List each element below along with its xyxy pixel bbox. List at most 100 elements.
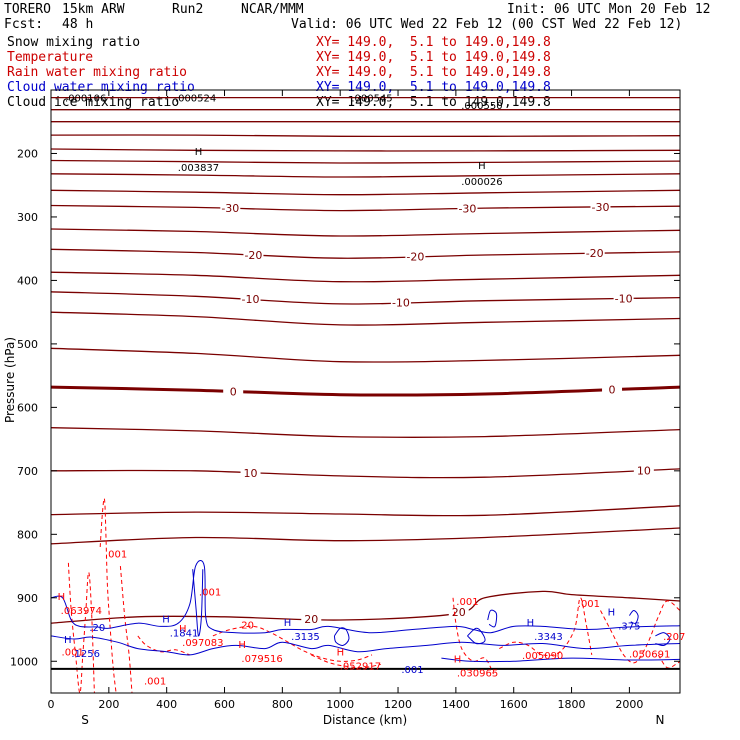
x-tick-label: 1400 xyxy=(442,698,470,711)
rain-water-contour xyxy=(499,597,593,657)
isotherm-label: -30 xyxy=(458,202,476,215)
isotherm-label: -10 xyxy=(392,297,410,310)
x-tick-label: 0 xyxy=(48,698,55,711)
plot-header: TORERO 15km ARW Run2 NCAR/MMM Init: 06 U… xyxy=(0,0,740,112)
rain-water-contour xyxy=(67,562,95,693)
init-time: Init: 06 UTC Mon 20 Feb 12 xyxy=(507,2,711,17)
rain-water-contour xyxy=(137,635,190,656)
isotherm-label-mask xyxy=(457,202,478,215)
temperature-isotherm xyxy=(51,347,680,363)
y-tick-label: 300 xyxy=(17,211,38,224)
rain-value-label: .001 xyxy=(144,676,166,687)
rain-maximum-marker: H xyxy=(337,648,345,659)
rain-water-contour xyxy=(600,600,680,664)
rain-value-label: .097083 xyxy=(182,638,223,649)
rain-water-contour xyxy=(99,498,117,693)
temperature-isotherm xyxy=(51,427,680,439)
maximum-label: .000550 xyxy=(461,101,502,112)
isotherm-label-mask xyxy=(590,200,611,213)
rain-water-contour xyxy=(311,654,381,669)
isotherm-label-mask xyxy=(602,383,623,396)
maximum-label: .000026 xyxy=(461,177,502,188)
x-tick-label: 2000 xyxy=(615,698,643,711)
legend-xy: XY= 149.0, 5.1 to 149.0,149.8 xyxy=(316,95,551,110)
model-center: NCAR/MMM xyxy=(241,2,304,17)
cloud-water-contour xyxy=(467,627,486,645)
rain-value-label: .207 xyxy=(663,632,685,643)
isotherm-label-mask xyxy=(240,293,261,306)
cloud-maximum-marker: H xyxy=(64,635,72,646)
rain-water-contour xyxy=(119,566,133,693)
isotherm-label-mask xyxy=(301,613,322,626)
temperature-isotherm xyxy=(51,148,680,152)
rain-value-label: .050691 xyxy=(629,650,670,661)
isotherm-label-mask xyxy=(633,464,654,477)
rain-water-contour xyxy=(452,597,494,675)
x-axis-title: Distance (km) xyxy=(323,713,407,727)
maximum-label: .000524 xyxy=(175,94,216,105)
x-tick-label: 200 xyxy=(98,698,119,711)
x-tick-label: 600 xyxy=(214,698,235,711)
rain-value-label: .001 xyxy=(456,597,478,608)
isotherm-label: 0 xyxy=(230,385,237,398)
y-tick-label: 400 xyxy=(17,274,38,287)
isotherm-label: -30 xyxy=(221,202,239,215)
cloud-water-contour xyxy=(487,609,498,628)
isotherm-label-mask xyxy=(448,606,469,619)
cloud-value-label: .1256 xyxy=(71,649,100,660)
cloud-maximum-marker: H xyxy=(162,615,170,626)
rain-maximum-marker: H xyxy=(238,640,246,651)
isotherm-label: -20 xyxy=(244,249,262,262)
temperature-isotherm xyxy=(51,204,680,212)
x-tick-label: 1600 xyxy=(500,698,528,711)
y-tick-label: 1000 xyxy=(10,655,38,668)
freezing-level-isotherm xyxy=(51,385,680,397)
legend-name: Cloud ice mixing ratio xyxy=(7,95,180,110)
valid-time: Valid: 06 UTC Wed 22 Feb 12 (00 CST Wed … xyxy=(291,17,683,32)
legend-xy: XY= 149.0, 5.1 to 149.0,149.8 xyxy=(316,80,551,95)
section-end-label: N xyxy=(656,713,665,727)
cloud-maximum-marker: H xyxy=(527,618,535,629)
temperature-isotherm xyxy=(51,134,680,138)
legend-xy: XY= 149.0, 5.1 to 149.0,149.8 xyxy=(316,50,551,65)
cloud-water-contour xyxy=(333,627,350,646)
temperature-isotherm xyxy=(51,189,680,196)
cloud-value-label: .1841 xyxy=(170,629,199,640)
temperature-isotherm xyxy=(51,228,680,237)
isotherm-label: 20 xyxy=(304,613,318,626)
cloud-value-label: .3135 xyxy=(291,632,320,643)
x-tick-label: 1200 xyxy=(384,698,412,711)
isotherm-label-mask xyxy=(584,247,605,260)
legend-name: Cloud water mixing ratio xyxy=(7,80,195,95)
isotherm-label: -10 xyxy=(615,292,633,305)
rain-value-label: .030965 xyxy=(457,669,498,680)
cloud-value-label: .001 xyxy=(401,665,423,676)
model-run: Run2 xyxy=(172,2,204,17)
cloud-water-contour xyxy=(628,609,639,624)
rain-maximum-marker: H xyxy=(454,655,462,666)
temperature-isotherm xyxy=(51,505,680,517)
temperature-isotherm xyxy=(51,311,680,326)
maximum-marker: H xyxy=(478,161,486,172)
isotherm-label: 0 xyxy=(609,383,616,396)
section-start-label: S xyxy=(81,713,89,727)
rain-maximum-marker: H xyxy=(58,592,66,603)
model-name: TORERO xyxy=(4,2,51,17)
legend-name: Snow mixing ratio xyxy=(7,35,141,50)
cloud-value-label: .375 xyxy=(618,622,640,633)
forecast-label: Fcst: xyxy=(4,17,44,32)
cloud-water-contour xyxy=(51,635,680,656)
isotherm-label: 20 xyxy=(452,606,466,619)
rain-value-label: .001 xyxy=(62,648,84,659)
rain-value-label: .001 xyxy=(199,587,221,598)
isotherm-label-mask xyxy=(223,385,244,398)
x-tick-label: 1000 xyxy=(326,698,354,711)
x-tick-label: 800 xyxy=(272,698,293,711)
isotherm-label: -10 xyxy=(242,293,260,306)
y-axis-title: Pressure (hPa) xyxy=(3,337,17,423)
isotherm-label: -30 xyxy=(591,201,609,214)
cloud-value-label: .3343 xyxy=(534,632,563,643)
x-tick-label: 1800 xyxy=(558,698,586,711)
legend-name: Rain water mixing ratio xyxy=(7,65,188,80)
